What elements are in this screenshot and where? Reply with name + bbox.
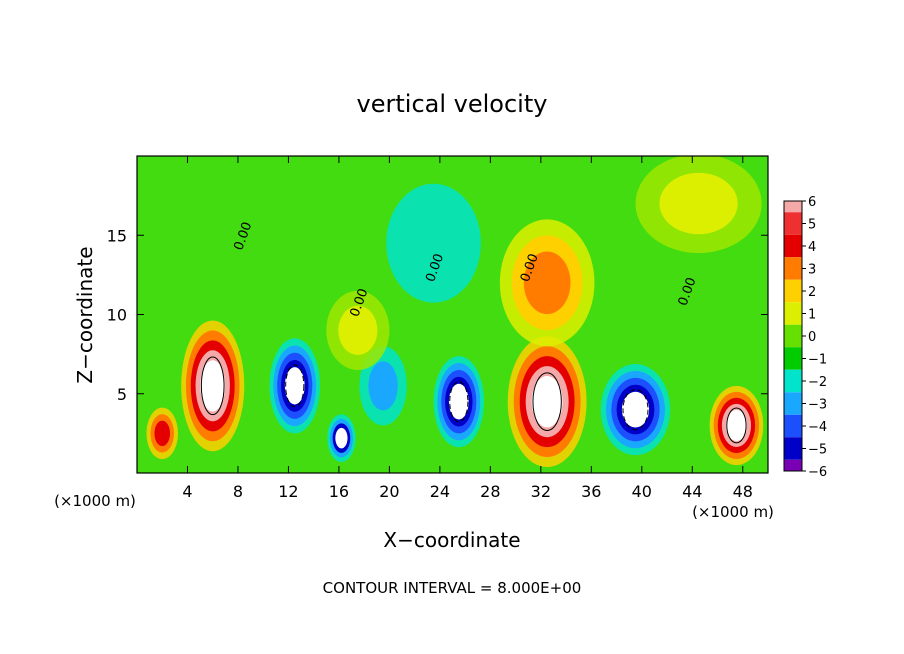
- x-tick-label-32: 32: [531, 482, 551, 501]
- field-level-3-5: [725, 409, 747, 441]
- field-cell-4: [269, 338, 320, 434]
- colorbar-label-11: −4: [808, 420, 827, 435]
- colorbar-swatch-7: [784, 324, 802, 348]
- field-level-6-5: [448, 383, 469, 420]
- colorbar-swatch-12: [784, 437, 802, 460]
- colorbar-label-3: 4: [808, 240, 816, 255]
- colorbar-label-12: −5: [808, 443, 827, 458]
- y-axis-label: Z−coordinate: [73, 246, 97, 383]
- field-cell-1: [181, 320, 245, 452]
- field-level-1-5: [200, 360, 226, 412]
- field-cell-2: [507, 336, 587, 468]
- chart-title: vertical velocity: [357, 90, 548, 118]
- contour-7: [622, 389, 649, 431]
- x-tick-label-28: 28: [480, 482, 500, 501]
- colorbar-swatch-3: [784, 234, 802, 258]
- field-level-8-3: [523, 251, 571, 315]
- field-level-5-4: [335, 427, 348, 449]
- colorbar-swatch-13: [784, 459, 802, 471]
- x-unit-left: (×1000 m): [54, 492, 136, 510]
- x-axis: 4 8 12 16 20 24 28 32 36 40 44 48: [182, 156, 753, 501]
- colorbar-swatch-1: [784, 201, 802, 213]
- colorbar-label-4: 3: [808, 263, 816, 278]
- field-level-12-2: [368, 361, 398, 411]
- field-cell-3: [709, 385, 764, 466]
- field-level-2-5: [531, 376, 563, 428]
- colorbar-label-2: 5: [808, 218, 816, 233]
- field-cell-8: [499, 219, 595, 347]
- colorbar-swatch-9: [784, 369, 802, 393]
- contour-1: [200, 356, 225, 416]
- field-level-13-2: [338, 305, 378, 355]
- field-level-4-5: [284, 367, 305, 405]
- colorbar-swatch-11: [784, 414, 802, 438]
- x-tick-label-16: 16: [329, 482, 349, 501]
- colorbar-label-9: −2: [808, 375, 827, 390]
- colorbar-swatch-4: [784, 257, 802, 280]
- colorbar: 6 5 4 3 2 1 0 −1 −2 −3 −4 −5 −6: [783, 195, 827, 480]
- x-tick-label-4: 4: [182, 482, 192, 501]
- x-tick-label-8: 8: [233, 482, 243, 501]
- field-level-7-5: [621, 391, 650, 428]
- contour-interval-note: CONTOUR INTERVAL = 8.000E+00: [323, 579, 582, 597]
- colorbar-swatch-8: [784, 347, 802, 370]
- plot-area: 0.000.000.00 0.000.00: [137, 156, 768, 473]
- field-cell-5: [327, 414, 356, 462]
- contour-3: [726, 407, 747, 444]
- colorbar-swatch-6: [784, 302, 802, 325]
- x-tick-label-36: 36: [581, 482, 601, 501]
- x-tick-label-40: 40: [632, 482, 652, 501]
- field-layer: [146, 156, 764, 468]
- x-tick-label-24: 24: [430, 482, 450, 501]
- field-level-9-1: [386, 183, 481, 303]
- field-cell-6: [433, 356, 485, 448]
- colorbar-label-6: 1: [808, 308, 816, 323]
- colorbar-swatch-2: [784, 212, 802, 235]
- colorbar-swatch-5: [784, 279, 802, 303]
- colorbar-swatch-10: [784, 392, 802, 415]
- field-level-10-2: [659, 172, 738, 235]
- colorbar-label-8: −1: [808, 353, 827, 368]
- x-unit-right: (×1000 m): [692, 503, 774, 521]
- y-axis: 5 10 15: [107, 226, 768, 404]
- x-tick-label-48: 48: [733, 482, 753, 501]
- x-tick-label-12: 12: [278, 482, 298, 501]
- field-cell-7: [600, 364, 671, 456]
- contour-2: [532, 372, 562, 431]
- contour-6: [449, 381, 469, 423]
- field-level-11-3: [154, 420, 171, 447]
- y-tick-label-10: 10: [107, 306, 127, 325]
- x-tick-label-44: 44: [682, 482, 702, 501]
- field-cell-11: [146, 407, 179, 460]
- x-tick-label-20: 20: [379, 482, 399, 501]
- y-tick-label-15: 15: [107, 226, 127, 245]
- colorbar-label-7: 0: [808, 330, 816, 345]
- field-cell-9: [386, 183, 481, 303]
- field-cell-13: [326, 290, 390, 370]
- colorbar-label-10: −3: [808, 398, 827, 413]
- x-axis-label: X−coordinate: [383, 528, 520, 552]
- contour-4: [285, 364, 305, 408]
- colorbar-label-13: −6: [808, 465, 827, 480]
- field-cell-10: [635, 156, 762, 254]
- colorbar-label-1: 6: [808, 195, 816, 210]
- y-tick-label-5: 5: [117, 385, 127, 404]
- colorbar-label-5: 2: [808, 285, 816, 300]
